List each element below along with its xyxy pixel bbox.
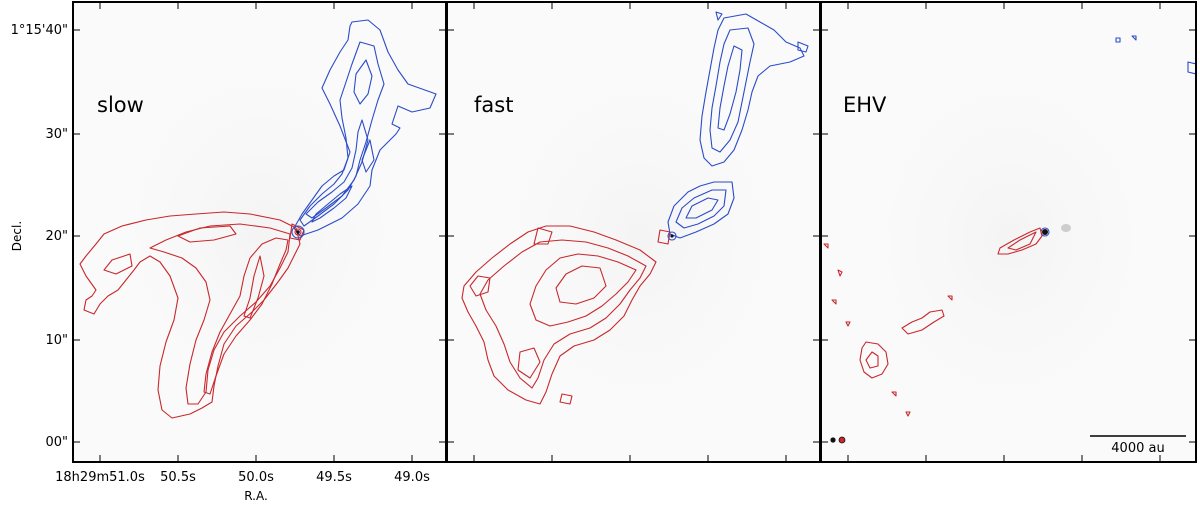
x-tick-label: 18h29m51.0s bbox=[55, 470, 145, 485]
red-contour bbox=[865, 351, 879, 369]
panel-slow-blue-contours bbox=[293, 19, 437, 237]
red-contour bbox=[243, 255, 265, 319]
blue-contour bbox=[667, 181, 735, 239]
red-contour bbox=[461, 225, 657, 405]
red-contour bbox=[947, 295, 953, 301]
y-tick-label: 1°15'40" bbox=[11, 23, 68, 38]
y-tick-label: 30" bbox=[45, 127, 68, 142]
blue-contour bbox=[353, 59, 373, 105]
panel-ehv-source bbox=[1042, 224, 1071, 235]
panel-fast-blue-contours bbox=[667, 11, 809, 239]
panel-slow-red-contours bbox=[79, 211, 305, 419]
scalebar-label: 4000 au bbox=[1111, 441, 1164, 456]
red-contour bbox=[177, 225, 237, 243]
x-tick-label: 50.0s bbox=[238, 470, 274, 485]
panel-label-slow: slow bbox=[97, 93, 144, 117]
panel-fast-red-contours bbox=[461, 225, 671, 405]
red-contour bbox=[149, 223, 291, 405]
blue-contour bbox=[361, 139, 375, 173]
red-contour bbox=[845, 321, 851, 327]
scalebar: 4000 au bbox=[1090, 435, 1186, 456]
y-tick-label: 10" bbox=[45, 333, 68, 348]
beam-symbols bbox=[830, 436, 846, 444]
x-tick-label: 50.5s bbox=[160, 470, 196, 485]
beam-red bbox=[838, 436, 846, 444]
red-contour bbox=[529, 253, 637, 327]
y-tick-labels: 00" 10" 20" 30" 1°15'40" bbox=[11, 23, 68, 450]
red-contour bbox=[837, 269, 843, 277]
blue-contour bbox=[699, 13, 805, 167]
panel-fast-source bbox=[667, 231, 677, 241]
red-contour bbox=[79, 211, 301, 419]
panel-label-ehv: EHV bbox=[843, 93, 887, 117]
y-tick-label: 00" bbox=[45, 435, 68, 450]
red-contour bbox=[859, 341, 889, 379]
red-contour bbox=[559, 393, 573, 405]
y-tick-label: 20" bbox=[45, 229, 68, 244]
beam-blue bbox=[830, 437, 836, 443]
blue-contour bbox=[717, 45, 743, 131]
blue-contour bbox=[305, 119, 369, 219]
red-contour bbox=[533, 227, 553, 245]
x-axis-label: R.A. bbox=[244, 489, 268, 503]
red-contour bbox=[905, 411, 911, 417]
red-contour bbox=[1007, 231, 1037, 251]
blue-contour bbox=[797, 41, 809, 53]
panel-fast bbox=[447, 2, 820, 462]
red-contour bbox=[517, 347, 541, 379]
red-contour bbox=[479, 239, 647, 389]
panel-slow-source bbox=[291, 225, 305, 239]
red-contour bbox=[555, 265, 607, 305]
blue-contour bbox=[311, 185, 353, 223]
blue-contour bbox=[1187, 61, 1196, 75]
blue-contour bbox=[685, 197, 719, 219]
red-contour bbox=[823, 243, 829, 249]
frame-ehv bbox=[820, 1, 1197, 463]
blue-contour bbox=[293, 19, 437, 237]
blue-contour bbox=[709, 27, 755, 153]
panel-fast-noise bbox=[447, 2, 820, 462]
blue-contour bbox=[1131, 35, 1137, 41]
blue-contour bbox=[675, 189, 727, 229]
x-tick-labels: 18h29m51.0s 50.5s 50.0s 49.5s 49.0s bbox=[55, 470, 430, 485]
red-contour bbox=[469, 275, 491, 297]
blue-contour bbox=[715, 11, 723, 21]
x-tick-label: 49.0s bbox=[394, 470, 430, 485]
blue-contour bbox=[1115, 37, 1121, 43]
red-contour bbox=[103, 253, 133, 275]
panel-ehv-noise bbox=[821, 2, 1196, 462]
red-contour bbox=[657, 229, 671, 245]
blue-contour bbox=[299, 41, 385, 227]
red-contour bbox=[831, 299, 837, 305]
red-contour bbox=[997, 227, 1043, 255]
red-contour bbox=[891, 391, 897, 397]
panel-label-fast: fast bbox=[474, 93, 513, 117]
red-contour bbox=[203, 237, 289, 395]
panel-frames bbox=[72, 1, 1197, 463]
panel-slow bbox=[73, 2, 446, 462]
panel-ehv: 4000 au bbox=[821, 2, 1196, 462]
red-contour bbox=[289, 223, 305, 241]
panel-slow-noise bbox=[73, 2, 446, 462]
y-axis-label: Decl. bbox=[10, 221, 24, 251]
x-tick-label: 49.5s bbox=[316, 470, 352, 485]
red-contour bbox=[901, 309, 945, 335]
tick-marks bbox=[73, 2, 1196, 462]
panel-ehv-red-contours bbox=[823, 227, 1043, 417]
